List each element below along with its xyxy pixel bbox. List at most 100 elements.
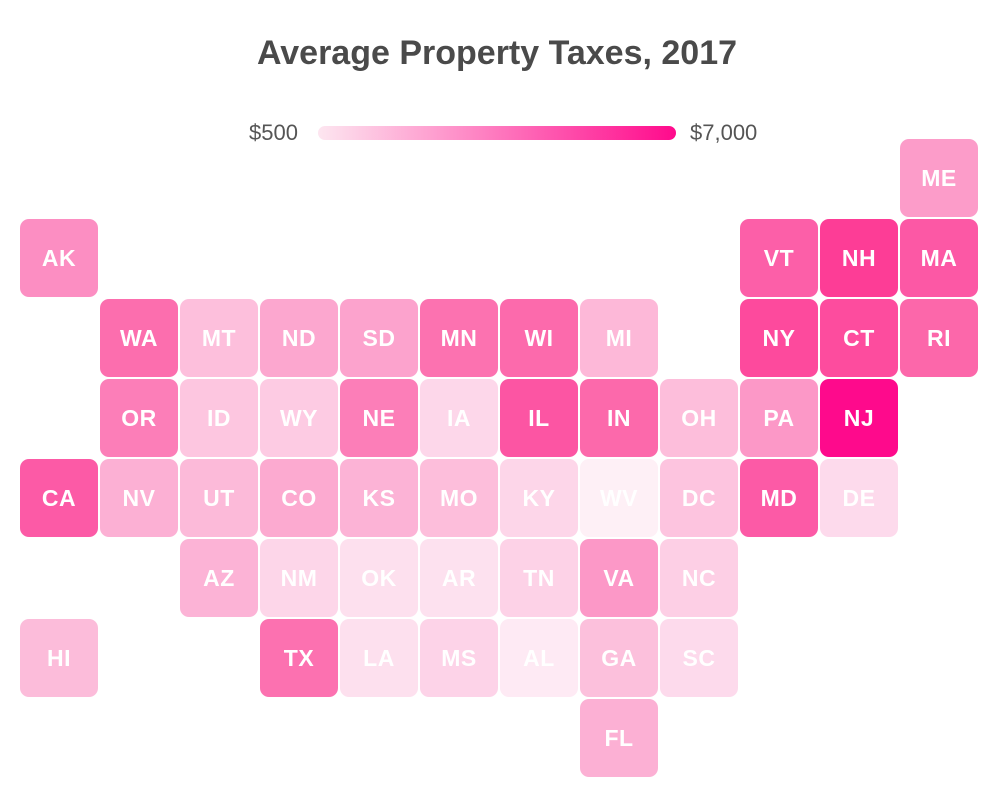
state-tile-ri: RI — [900, 299, 978, 377]
state-tile-mt: MT — [180, 299, 258, 377]
state-tile-label: ME — [921, 164, 957, 191]
legend-gradient-bar — [318, 126, 676, 140]
state-tile-label: VA — [603, 564, 635, 591]
state-tile-ma: MA — [900, 219, 978, 297]
state-tile-de: DE — [820, 459, 898, 537]
state-tile-label: HI — [47, 644, 71, 671]
state-tile-label: ND — [281, 324, 317, 351]
state-tile-label: TX — [283, 644, 315, 671]
state-tile-label: SD — [362, 324, 396, 351]
state-tile-label: MS — [441, 644, 477, 671]
state-tile-in: IN — [580, 379, 658, 457]
state-tile-label: CO — [281, 484, 317, 511]
state-tile-label: OH — [681, 404, 717, 431]
state-tile-mo: MO — [420, 459, 498, 537]
state-tile-label: NC — [681, 564, 717, 591]
state-tile-label: MD — [760, 484, 798, 511]
state-tile-label: DC — [681, 484, 717, 511]
state-tile-ct: CT — [820, 299, 898, 377]
map-title: Average Property Taxes, 2017 — [256, 34, 738, 72]
state-tile-ks: KS — [340, 459, 418, 537]
state-tile-az: AZ — [180, 539, 258, 617]
state-tile-or: OR — [100, 379, 178, 457]
state-tile-label: KY — [522, 484, 556, 511]
state-tile-nv: NV — [100, 459, 178, 537]
state-tile-wa: WA — [100, 299, 178, 377]
state-tile-il: IL — [500, 379, 578, 457]
state-tile-dc: DC — [660, 459, 738, 537]
state-tile-label: IN — [607, 404, 631, 431]
state-tile-label: NM — [280, 564, 318, 591]
state-tile-label: OK — [361, 564, 397, 591]
state-tile-mn: MN — [420, 299, 498, 377]
state-tile-label: OR — [121, 404, 157, 431]
state-tile-label: AR — [441, 564, 477, 591]
state-tile-nj: NJ — [820, 379, 898, 457]
state-tile-label: DE — [842, 484, 876, 511]
state-tile-nc: NC — [660, 539, 738, 617]
state-tile-vt: VT — [740, 219, 818, 297]
state-tile-label: SC — [682, 644, 716, 671]
state-tile-wv: WV — [580, 459, 658, 537]
state-tile-wi: WI — [500, 299, 578, 377]
state-tile-label: AZ — [203, 564, 235, 591]
state-tile-label: MI — [605, 324, 633, 351]
state-tile-label: IA — [447, 404, 471, 431]
state-tile-label: AK — [41, 244, 77, 271]
state-tile-ar: AR — [420, 539, 498, 617]
state-tile-label: MA — [920, 244, 958, 271]
state-tile-ny: NY — [740, 299, 818, 377]
state-tile-label: MT — [201, 324, 237, 351]
state-tile-ms: MS — [420, 619, 498, 697]
state-tile-ga: GA — [580, 619, 658, 697]
state-tile-label: WA — [119, 324, 159, 351]
state-tile-wy: WY — [260, 379, 338, 457]
state-tile-ky: KY — [500, 459, 578, 537]
state-tile-label: CT — [843, 324, 875, 351]
state-tile-label: MN — [440, 324, 478, 351]
state-tile-nm: NM — [260, 539, 338, 617]
state-tile-label: LA — [363, 644, 395, 671]
state-tile-fl: FL — [580, 699, 658, 777]
state-tile-hi: HI — [20, 619, 98, 697]
state-tile-nd: ND — [260, 299, 338, 377]
state-tile-label: FL — [604, 724, 634, 751]
state-tile-ak: AK — [20, 219, 98, 297]
state-tile-va: VA — [580, 539, 658, 617]
state-tile-label: RI — [927, 324, 951, 351]
state-tile-label: NE — [362, 404, 396, 431]
state-tile-label: WY — [279, 404, 319, 431]
state-tile-co: CO — [260, 459, 338, 537]
state-tile-id: ID — [180, 379, 258, 457]
state-tile-me: ME — [900, 139, 978, 217]
state-tile-ca: CA — [20, 459, 98, 537]
state-tile-pa: PA — [740, 379, 818, 457]
state-tile-label: WV — [599, 484, 639, 511]
state-tile-label: IL — [528, 404, 550, 431]
state-tile-sc: SC — [660, 619, 738, 697]
state-tile-label: NJ — [843, 404, 875, 431]
state-tile-label: GA — [601, 644, 637, 671]
state-tile-ia: IA — [420, 379, 498, 457]
state-tile-label: UT — [203, 484, 235, 511]
state-tile-label: PA — [763, 404, 795, 431]
state-tile-tn: TN — [500, 539, 578, 617]
state-tile-oh: OH — [660, 379, 738, 457]
legend-min-label: $500 — [249, 120, 298, 145]
state-tile-label: MO — [439, 484, 479, 511]
state-tile-label: CA — [41, 484, 77, 511]
state-tile-label: NV — [122, 484, 156, 511]
state-tile-ne: NE — [340, 379, 418, 457]
state-tile-nh: NH — [820, 219, 898, 297]
state-tile-ok: OK — [340, 539, 418, 617]
state-tile-sd: SD — [340, 299, 418, 377]
state-tile-al: AL — [500, 619, 578, 697]
state-tile-label: NY — [762, 324, 796, 351]
state-tile-label: NH — [841, 244, 877, 271]
state-tile-md: MD — [740, 459, 818, 537]
state-tile-mi: MI — [580, 299, 658, 377]
state-tile-label: WI — [524, 324, 554, 351]
state-tile-label: KS — [362, 484, 396, 511]
legend-max-label: $7,000 — [690, 120, 758, 145]
